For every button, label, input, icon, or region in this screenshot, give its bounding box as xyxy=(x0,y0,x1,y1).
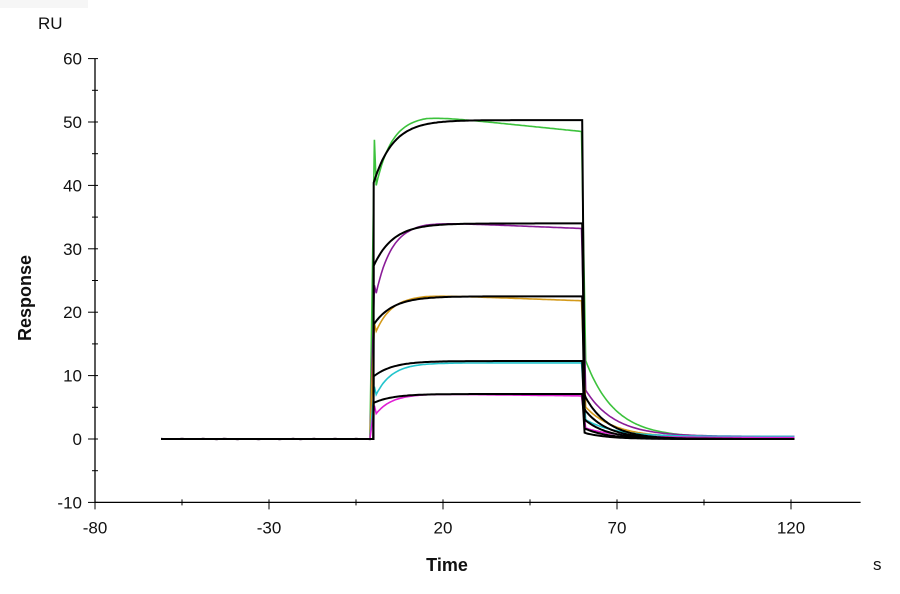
y-tick-label: 50 xyxy=(63,113,82,132)
fit-curve xyxy=(161,222,795,440)
fit-curve xyxy=(161,360,795,440)
y-tick-label: 0 xyxy=(73,430,82,449)
measured-curve xyxy=(161,393,795,441)
measured-curve xyxy=(161,295,795,441)
x-tick-label: -30 xyxy=(257,518,282,537)
x-tick-label: 20 xyxy=(434,518,453,537)
measured-curve xyxy=(161,223,795,441)
y-axis-title: Response xyxy=(15,255,35,341)
fit-curve xyxy=(161,393,795,440)
axes: -10 0 10 20 30 40 50 60 -80 -30 20 70 120 xyxy=(57,50,861,537)
y-tick-label: 30 xyxy=(63,240,82,259)
y-tick-label: -10 xyxy=(57,493,82,512)
x-unit-label: s xyxy=(873,555,882,574)
x-tick-label: 120 xyxy=(777,518,805,537)
y-unit-label: RU xyxy=(38,14,63,33)
y-tick-label: 10 xyxy=(63,367,82,386)
y-tick-label: 60 xyxy=(63,50,82,69)
x-tick-label: 70 xyxy=(608,518,627,537)
y-tick-label: 20 xyxy=(63,303,82,322)
measured-curve xyxy=(161,117,795,441)
measured-curve xyxy=(161,362,795,441)
y-tick-label: 40 xyxy=(63,176,82,195)
fit-curve xyxy=(161,295,795,440)
header-strip xyxy=(0,0,88,8)
x-tick-label: -80 xyxy=(83,518,108,537)
fit-curve xyxy=(161,119,795,440)
plot-area xyxy=(161,117,795,441)
x-axis-title: Time xyxy=(426,555,468,575)
